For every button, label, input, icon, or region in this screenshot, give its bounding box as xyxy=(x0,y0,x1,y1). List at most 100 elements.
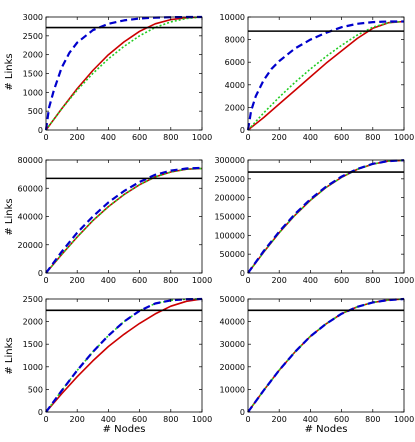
xlabel-col0: # Nodes xyxy=(103,424,146,435)
x-tick-label: 800 xyxy=(163,276,178,285)
chart-panel-5: 0 200 400 600 800 100001000020000300004000050… xyxy=(220,295,415,424)
y-tick-label: 1500 xyxy=(23,340,43,349)
y-tick-label: 2000 xyxy=(225,103,245,112)
series-line-blue_dashed xyxy=(247,297,405,413)
x-tick-label: 600 xyxy=(334,415,349,424)
series-line-red_solid xyxy=(247,159,405,274)
xlabel-col1: # Nodes xyxy=(305,424,348,435)
y-tick-label: 10000 xyxy=(220,385,245,394)
ylabel-row2: # Links xyxy=(4,337,15,374)
y-tick-label: 1000 xyxy=(23,88,43,97)
x-tick-label: 1000 xyxy=(394,415,414,424)
x-tick-label: 200 xyxy=(70,276,85,285)
x-tick-label: 0 xyxy=(43,133,48,142)
x-tick-label: 1000 xyxy=(394,133,414,142)
series-line-blue_dashed xyxy=(247,159,405,274)
x-tick-label: 0 xyxy=(43,276,48,285)
ylabel-row1: # Links xyxy=(4,198,15,235)
x-tick-label: 600 xyxy=(334,133,349,142)
chart-panel-4: 0 200 400 600 800 1000 0 500 1000 1500 2000 2500 xyxy=(23,295,213,424)
y-tick-label: 3000 xyxy=(23,13,43,22)
y-tick-label: 0 xyxy=(240,408,245,417)
y-tick-label: 1500 xyxy=(23,70,43,79)
series-line-green_dotted xyxy=(45,167,203,274)
x-tick-label: 1000 xyxy=(192,415,212,424)
x-tick-label: 600 xyxy=(132,276,147,285)
series-line-green_dotted xyxy=(247,20,405,131)
y-tick-label: 500 xyxy=(28,385,43,394)
ylabel-row0: # Links xyxy=(4,53,15,90)
x-tick-label: 400 xyxy=(101,415,116,424)
series-line-red_solid xyxy=(247,20,405,131)
plot-frame xyxy=(247,16,405,131)
x-tick-label: 400 xyxy=(101,276,116,285)
x-tick-label: 0 xyxy=(245,276,250,285)
y-tick-label: 2000 xyxy=(23,318,43,327)
x-tick-label: 400 xyxy=(101,133,116,142)
x-tick-label: 1000 xyxy=(192,133,212,142)
x-tick-label: 400 xyxy=(303,276,318,285)
panels: 0 200 400 600 800 100005001000150020002500300… xyxy=(18,13,415,424)
y-tick-label: 250000 xyxy=(214,175,245,184)
y-tick-label: 2500 xyxy=(23,32,43,41)
y-tick-label: 0 xyxy=(38,126,43,135)
y-tick-label: 300000 xyxy=(214,156,245,165)
series-line-blue_dashed xyxy=(246,20,404,131)
y-tick-label: 40000 xyxy=(18,213,43,222)
x-tick-label: 0 xyxy=(245,415,250,424)
chart-panel-0: 0 200 400 600 800 1000 0 500 1000 1500 2000 2500 300… xyxy=(23,13,213,142)
series-line-green_dotted xyxy=(247,298,405,413)
chart-panel-3: 0 200 400 600 800 1000 0 50000 100000 150000 20000… xyxy=(214,156,414,285)
series-line-green_dotted xyxy=(45,298,203,413)
y-tick-label: 20000 xyxy=(18,241,43,250)
x-tick-label: 800 xyxy=(163,415,178,424)
y-tick-label: 20000 xyxy=(220,363,245,372)
series-line-green_dotted xyxy=(247,159,405,274)
x-tick-label: 1000 xyxy=(192,276,212,285)
x-tick-label: 200 xyxy=(70,415,85,424)
y-tick-label: 4000 xyxy=(225,81,245,90)
series-line-blue_dashed xyxy=(45,297,203,413)
series-line-blue_dashed xyxy=(45,166,203,274)
y-tick-label: 0 xyxy=(38,408,43,417)
x-tick-label: 200 xyxy=(272,276,287,285)
y-tick-label: 0 xyxy=(240,269,245,278)
x-tick-label: 800 xyxy=(365,133,380,142)
y-tick-label: 80000 xyxy=(18,156,43,165)
plot-frame xyxy=(45,16,203,131)
x-tick-label: 1000 xyxy=(394,276,414,285)
plot-frame xyxy=(247,159,405,274)
series-line-green_dotted xyxy=(45,16,203,131)
x-tick-label: 200 xyxy=(272,133,287,142)
y-tick-label: 0 xyxy=(38,269,43,278)
y-tick-label: 2500 xyxy=(23,295,43,304)
y-tick-label: 200000 xyxy=(214,194,245,203)
x-tick-label: 200 xyxy=(272,415,287,424)
x-tick-label: 400 xyxy=(303,133,318,142)
y-tick-label: 1000 xyxy=(23,363,43,372)
y-tick-label: 0 xyxy=(240,126,245,135)
y-tick-label: 10000 xyxy=(220,13,245,22)
y-tick-label: 2000 xyxy=(23,51,43,60)
y-tick-label: 100000 xyxy=(214,231,245,240)
y-tick-label: 500 xyxy=(28,107,43,116)
series-line-red_solid xyxy=(45,16,203,131)
y-tick-label: 150000 xyxy=(214,213,245,222)
series-line-red_solid xyxy=(45,167,203,274)
x-tick-label: 600 xyxy=(132,133,147,142)
x-tick-label: 800 xyxy=(365,276,380,285)
series-line-red_solid xyxy=(247,298,405,413)
x-tick-label: 0 xyxy=(245,133,250,142)
y-tick-label: 50000 xyxy=(220,295,245,304)
x-tick-label: 200 xyxy=(70,133,85,142)
series-line-blue_dashed xyxy=(44,15,202,131)
series-line-red_solid xyxy=(45,298,203,413)
y-tick-label: 6000 xyxy=(225,58,245,67)
x-tick-label: 600 xyxy=(132,415,147,424)
x-tick-label: 800 xyxy=(365,415,380,424)
y-tick-label: 60000 xyxy=(18,184,43,193)
x-tick-label: 0 xyxy=(43,415,48,424)
plot-frame xyxy=(247,298,405,413)
